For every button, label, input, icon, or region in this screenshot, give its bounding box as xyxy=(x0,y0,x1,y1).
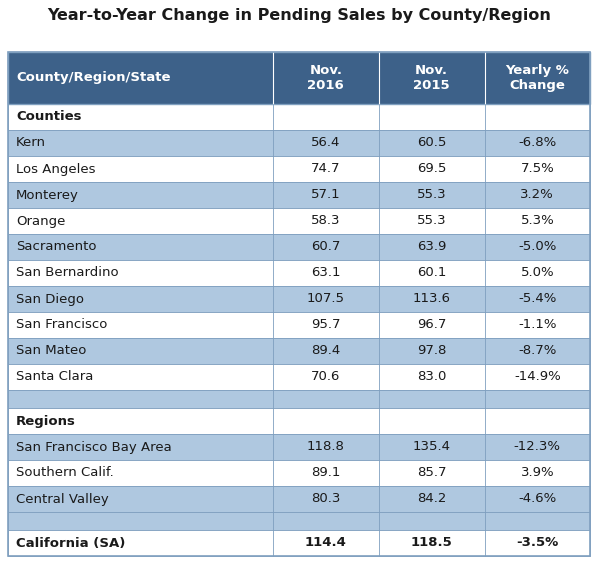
Text: 5.0%: 5.0% xyxy=(520,266,554,280)
Text: 85.7: 85.7 xyxy=(417,466,447,480)
Text: 135.4: 135.4 xyxy=(413,440,451,454)
Bar xyxy=(8,390,590,408)
Text: San Francisco Bay Area: San Francisco Bay Area xyxy=(16,440,172,454)
Text: Year-to-Year Change in Pending Sales by County/Region: Year-to-Year Change in Pending Sales by … xyxy=(47,8,551,23)
Text: -3.5%: -3.5% xyxy=(516,536,559,549)
Text: Yearly %
Change: Yearly % Change xyxy=(505,64,569,92)
Text: -5.4%: -5.4% xyxy=(518,292,557,306)
Text: 95.7: 95.7 xyxy=(311,318,340,332)
Text: Southern Calif.: Southern Calif. xyxy=(16,466,114,480)
Bar xyxy=(8,182,590,208)
Text: San Mateo: San Mateo xyxy=(16,345,86,357)
Text: 70.6: 70.6 xyxy=(311,371,340,383)
Text: 97.8: 97.8 xyxy=(417,345,446,357)
Text: 58.3: 58.3 xyxy=(311,215,340,227)
Text: -14.9%: -14.9% xyxy=(514,371,561,383)
Text: San Francisco: San Francisco xyxy=(16,318,108,332)
Bar xyxy=(8,530,590,556)
Text: 69.5: 69.5 xyxy=(417,162,446,176)
Text: 60.1: 60.1 xyxy=(417,266,446,280)
Bar xyxy=(8,260,590,286)
Bar xyxy=(8,208,590,234)
Text: Nov.
2015: Nov. 2015 xyxy=(413,64,450,92)
Text: 3.2%: 3.2% xyxy=(520,188,554,201)
Text: Orange: Orange xyxy=(16,215,65,227)
Text: 63.1: 63.1 xyxy=(311,266,340,280)
Text: -1.1%: -1.1% xyxy=(518,318,557,332)
Text: 89.1: 89.1 xyxy=(311,466,340,480)
Text: Nov.
2016: Nov. 2016 xyxy=(307,64,344,92)
Text: 3.9%: 3.9% xyxy=(520,466,554,480)
Text: 118.8: 118.8 xyxy=(307,440,344,454)
Bar xyxy=(8,486,590,512)
Text: 5.3%: 5.3% xyxy=(520,215,554,227)
Bar xyxy=(8,338,590,364)
Text: 80.3: 80.3 xyxy=(311,492,340,506)
Bar xyxy=(8,104,590,130)
Text: 113.6: 113.6 xyxy=(413,292,451,306)
Text: Los Angeles: Los Angeles xyxy=(16,162,96,176)
Text: San Bernardino: San Bernardino xyxy=(16,266,118,280)
Text: Sacramento: Sacramento xyxy=(16,241,96,253)
Text: 60.7: 60.7 xyxy=(311,241,340,253)
Text: 74.7: 74.7 xyxy=(311,162,340,176)
Bar xyxy=(8,408,590,434)
Text: 84.2: 84.2 xyxy=(417,492,446,506)
Bar xyxy=(8,234,590,260)
Text: 96.7: 96.7 xyxy=(417,318,446,332)
Text: 7.5%: 7.5% xyxy=(520,162,554,176)
Bar xyxy=(8,286,590,312)
Text: Kern: Kern xyxy=(16,136,46,150)
Text: 114.4: 114.4 xyxy=(305,536,347,549)
Bar xyxy=(8,364,590,390)
Text: 63.9: 63.9 xyxy=(417,241,446,253)
Text: -8.7%: -8.7% xyxy=(518,345,557,357)
Text: 57.1: 57.1 xyxy=(311,188,341,201)
Text: California (SA): California (SA) xyxy=(16,536,126,549)
Text: -6.8%: -6.8% xyxy=(518,136,557,150)
Text: 56.4: 56.4 xyxy=(311,136,340,150)
Text: 83.0: 83.0 xyxy=(417,371,446,383)
Text: -5.0%: -5.0% xyxy=(518,241,557,253)
Text: Counties: Counties xyxy=(16,111,81,124)
Text: 55.3: 55.3 xyxy=(417,215,447,227)
Bar xyxy=(8,52,590,104)
Text: 89.4: 89.4 xyxy=(311,345,340,357)
Text: -12.3%: -12.3% xyxy=(514,440,561,454)
Bar xyxy=(8,156,590,182)
Bar xyxy=(8,130,590,156)
Bar xyxy=(8,460,590,486)
Bar xyxy=(8,434,590,460)
Text: Santa Clara: Santa Clara xyxy=(16,371,93,383)
Text: 55.3: 55.3 xyxy=(417,188,447,201)
Text: San Diego: San Diego xyxy=(16,292,84,306)
Bar xyxy=(8,312,590,338)
Text: County/Region/State: County/Region/State xyxy=(16,71,170,85)
Text: -4.6%: -4.6% xyxy=(518,492,557,506)
Text: 60.5: 60.5 xyxy=(417,136,446,150)
Bar xyxy=(8,52,590,556)
Text: Monterey: Monterey xyxy=(16,188,79,201)
Text: 118.5: 118.5 xyxy=(411,536,453,549)
Text: 107.5: 107.5 xyxy=(307,292,345,306)
Bar xyxy=(8,512,590,530)
Text: Central Valley: Central Valley xyxy=(16,492,109,506)
Text: Regions: Regions xyxy=(16,415,76,427)
